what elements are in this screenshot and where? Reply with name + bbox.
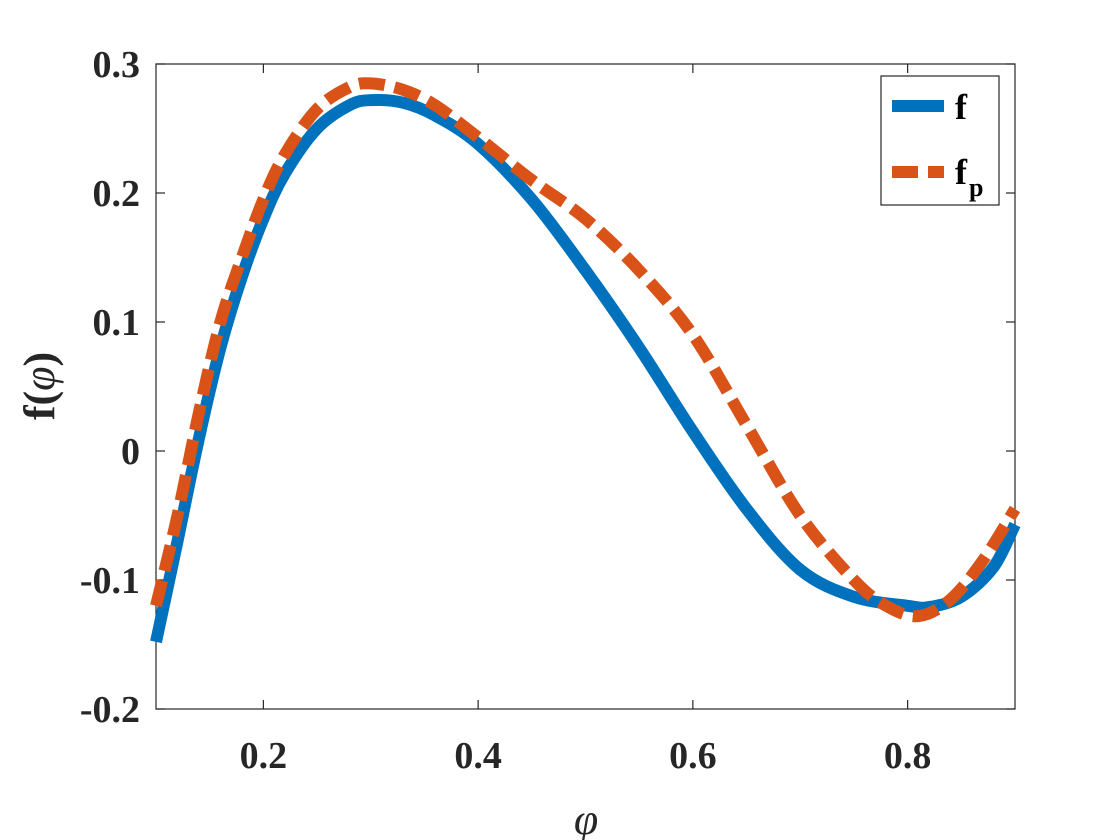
x-tick-label: 0.4 xyxy=(454,735,502,777)
y-axis-label-main: f( xyxy=(15,391,64,420)
legend-label-fp-main: f xyxy=(955,152,968,192)
y-axis-label-close: ) xyxy=(15,352,64,367)
x-tick-label: 0.2 xyxy=(240,735,288,777)
x-axis-label: φ xyxy=(574,795,598,840)
y-tick-label: -0.1 xyxy=(80,560,140,602)
legend-label-fp: fp xyxy=(955,152,983,202)
x-tick-label: 0.6 xyxy=(669,735,717,777)
series-line-fp xyxy=(150,77,1021,623)
legend-label-fp-sub: p xyxy=(969,173,983,202)
y-axis-label: f(φ) xyxy=(15,352,64,420)
ticks xyxy=(156,63,1015,710)
y-tick-label: 0 xyxy=(121,431,140,473)
tick-labels: 0.2 0.4 0.6 0.8 -0.2 -0.1 0 0.1 0.2 0.3 xyxy=(80,44,932,777)
y-tick-label: 0.1 xyxy=(93,302,141,344)
x-tick-label: 0.8 xyxy=(884,735,932,777)
y-tick-label: -0.2 xyxy=(80,689,140,731)
y-tick-label: 0.2 xyxy=(93,173,141,215)
legend: f fp xyxy=(880,75,1000,206)
y-tick-label: 0.3 xyxy=(93,44,141,86)
legend-box xyxy=(880,75,1000,206)
svg-text:f(φ): f(φ) xyxy=(15,352,64,420)
series-layer xyxy=(150,77,1021,644)
legend-label-f: f xyxy=(955,87,968,127)
y-axis-label-symbol: φ xyxy=(15,367,64,391)
